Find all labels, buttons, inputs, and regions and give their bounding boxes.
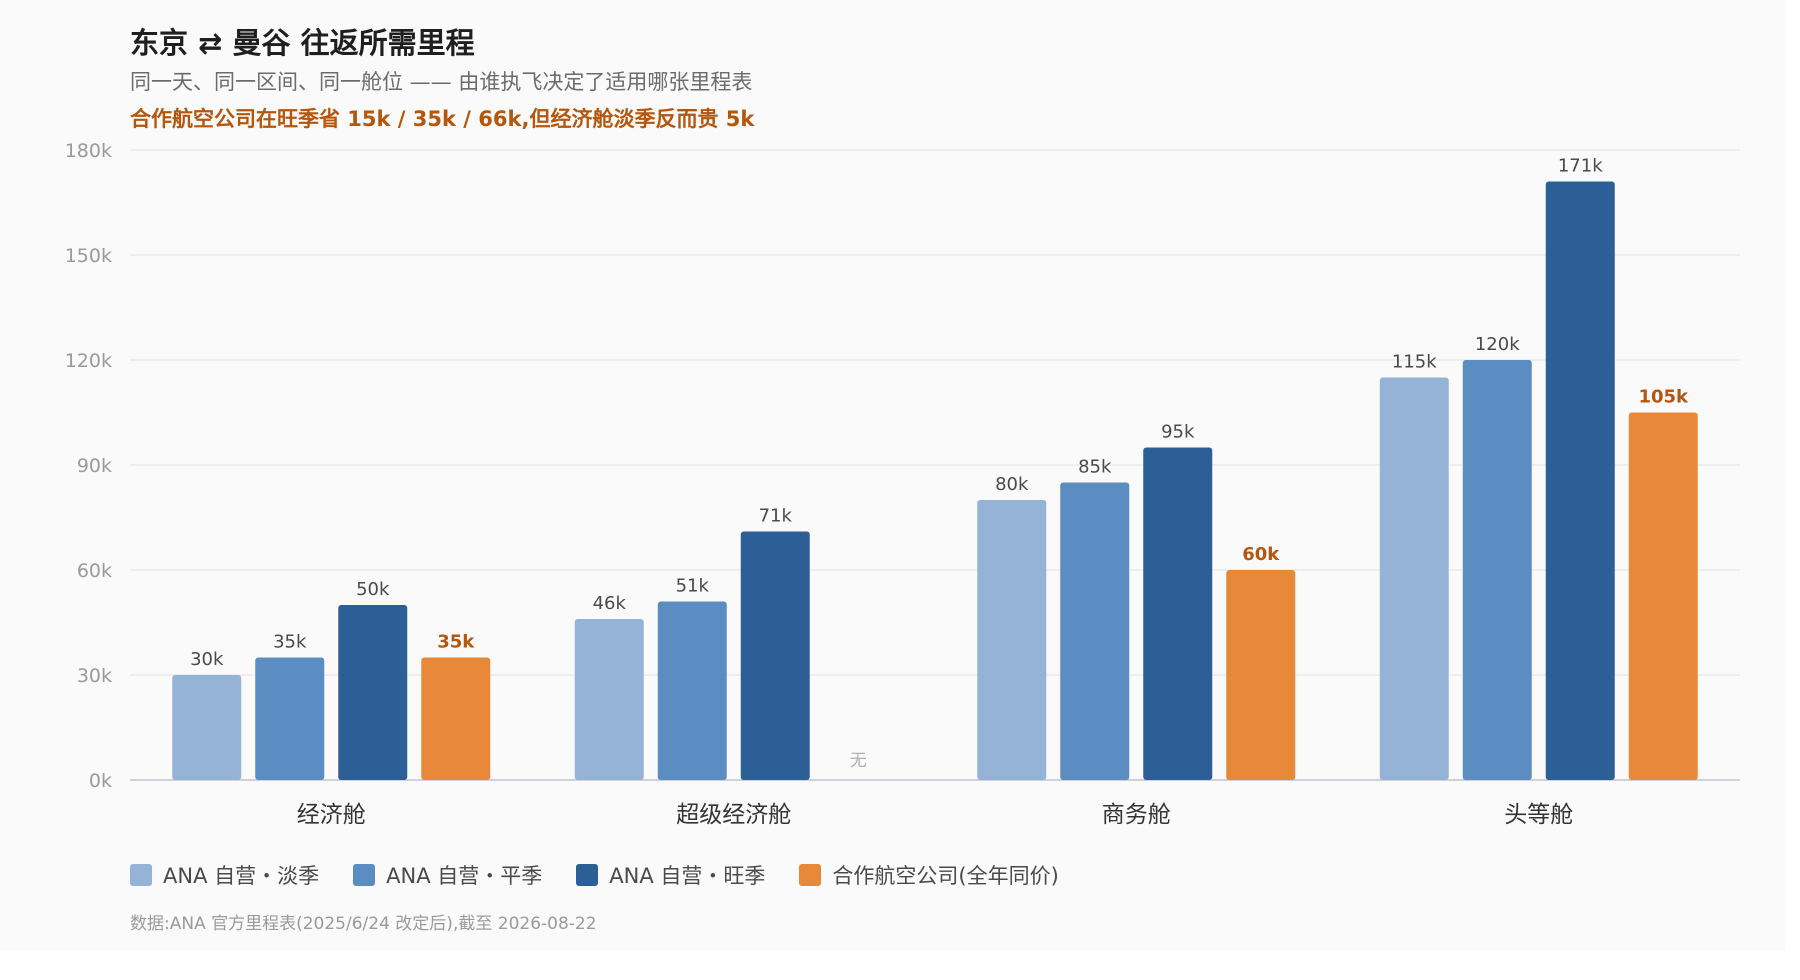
source-note: 数据:ANA 官方里程表(2025/6/24 改定后),截至 2026-08-2…	[130, 914, 597, 934]
bar-chart: 0k 30k 60k 90k 120k 150k 180k 30k 35k 50k 35k 经济舱 46…	[65, 140, 1740, 828]
bar-value-label: 85k	[1078, 457, 1112, 478]
y-tick-label: 30k	[77, 665, 112, 687]
x-category-label: 经济舱	[297, 802, 366, 828]
legend-label-peak: ANA 自营・旺季	[609, 864, 766, 888]
bar	[255, 657, 325, 780]
y-tick-label: 150k	[65, 245, 112, 267]
x-category-label: 商务舱	[1102, 802, 1171, 828]
y-tick-label: 90k	[77, 455, 112, 477]
bar	[740, 531, 810, 780]
bar-value-label: 171k	[1558, 156, 1603, 177]
y-tick-label: 180k	[65, 140, 112, 162]
chart-subtitle: 同一天、同一区间、同一舱位 —— 由谁执飞决定了适用哪张里程表	[130, 70, 753, 94]
legend-item-partner: 合作航空公司(全年同价)	[799, 860, 1059, 890]
bar-value-label: 80k	[995, 474, 1029, 495]
y-tick-label: 120k	[65, 350, 112, 372]
x-category-label: 超级经济舱	[676, 802, 791, 828]
bar	[172, 675, 242, 780]
legend-label-offpeak: ANA 自营・淡季	[163, 864, 320, 888]
bar-value-label: 115k	[1392, 352, 1437, 373]
legend-item-peak: ANA 自营・旺季	[576, 860, 765, 890]
bar-value-label: 50k	[356, 579, 390, 600]
chart-title: 东京 ⇄ 曼谷 往返所需里程	[130, 26, 475, 60]
bar	[1379, 377, 1449, 780]
y-tick-label: 60k	[77, 560, 112, 582]
chart-panel: 东京 ⇄ 曼谷 往返所需里程 同一天、同一区间、同一舱位 —— 由谁执飞决定了适…	[64, 26, 1740, 934]
bar-value-label: 35k	[273, 632, 307, 653]
bar-value-label: 60k	[1242, 544, 1280, 565]
bar	[1628, 412, 1698, 780]
y-tick-label: 0k	[89, 770, 112, 792]
bar-value-label: 105k	[1638, 387, 1689, 408]
bar	[1143, 447, 1213, 780]
bar	[1226, 570, 1296, 780]
bar	[657, 601, 727, 780]
bar-value-label: 35k	[437, 632, 475, 653]
bar-value-label: 46k	[593, 593, 627, 614]
bar	[338, 605, 408, 780]
legend-item-offpeak: ANA 自营・淡季	[130, 860, 319, 890]
legend-label-regular: ANA 自营・平季	[386, 864, 543, 888]
bar	[977, 500, 1047, 780]
legend-swatch-regular	[353, 864, 376, 886]
bar-value-label: 95k	[1161, 422, 1195, 443]
bar	[421, 657, 491, 780]
bar-value-label: 71k	[759, 506, 793, 527]
legend-label-partner: 合作航空公司(全年同价)	[832, 864, 1059, 888]
bar	[1060, 482, 1130, 780]
legend-swatch-offpeak	[130, 864, 152, 886]
bar-value-label: 30k	[190, 649, 224, 670]
missing-label: 无	[850, 751, 867, 771]
bar	[1545, 181, 1615, 780]
chart-headline: 合作航空公司在旺季省 15k / 35k / 66k,但经济舱淡季反而贵 5k	[130, 107, 755, 131]
legend-swatch-partner	[799, 864, 822, 886]
legend-swatch-peak	[576, 864, 599, 886]
legend-item-regular: ANA 自营・平季	[353, 860, 542, 890]
bar-value-label: 51k	[676, 576, 710, 597]
x-category-label: 头等舱	[1504, 802, 1573, 828]
bar-value-label: 120k	[1475, 334, 1520, 355]
bar	[574, 619, 644, 780]
bar	[1462, 360, 1532, 780]
legend: ANA 自营・淡季 ANA 自营・平季 ANA 自营・旺季 合作航空公司(全年同…	[130, 860, 1093, 890]
